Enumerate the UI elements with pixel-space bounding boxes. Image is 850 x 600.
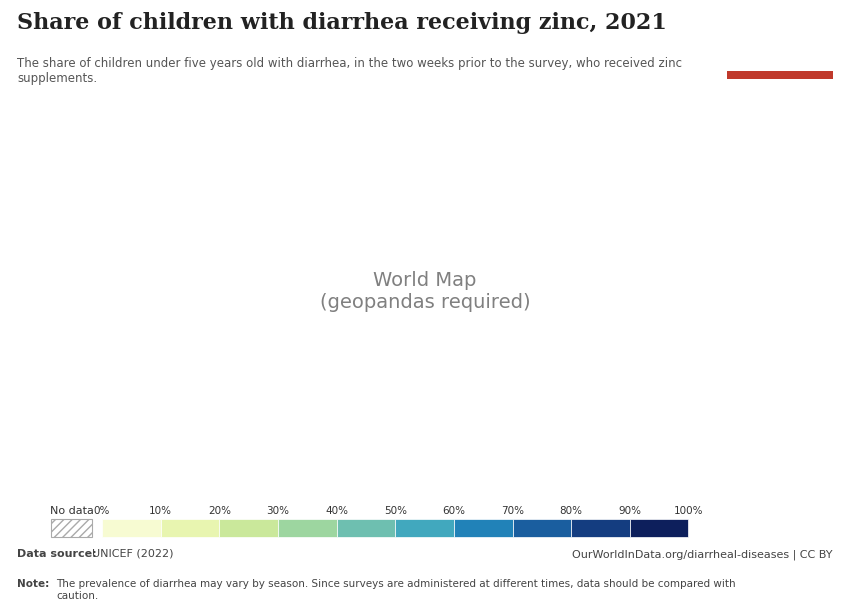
Text: Our World: Our World xyxy=(748,31,812,41)
Text: Note:: Note: xyxy=(17,579,49,589)
Bar xyxy=(727,71,833,79)
Bar xyxy=(571,519,630,537)
Bar xyxy=(51,519,93,537)
Bar xyxy=(630,519,689,537)
Bar xyxy=(102,519,161,537)
Bar xyxy=(395,519,454,537)
Text: The prevalence of diarrhea may vary by season. Since surveys are administered at: The prevalence of diarrhea may vary by s… xyxy=(56,579,736,600)
Bar xyxy=(278,519,337,537)
Bar xyxy=(161,519,219,537)
Text: 40%: 40% xyxy=(325,506,348,516)
Text: 30%: 30% xyxy=(266,506,290,516)
Text: The share of children under five years old with diarrhea, in the two weeks prior: The share of children under five years o… xyxy=(17,57,682,85)
Bar xyxy=(513,519,571,537)
Text: No data: No data xyxy=(50,506,94,516)
Text: 10%: 10% xyxy=(149,506,173,516)
Text: OurWorldInData.org/diarrheal-diseases | CC BY: OurWorldInData.org/diarrheal-diseases | … xyxy=(573,549,833,559)
Text: 80%: 80% xyxy=(559,506,583,516)
Text: 90%: 90% xyxy=(618,506,642,516)
Text: UNICEF (2022): UNICEF (2022) xyxy=(92,549,173,559)
Text: 100%: 100% xyxy=(674,506,703,516)
Bar xyxy=(219,519,278,537)
Bar xyxy=(337,519,395,537)
Text: Share of children with diarrhea receiving zinc, 2021: Share of children with diarrhea receivin… xyxy=(17,12,667,34)
Text: 70%: 70% xyxy=(501,506,524,516)
Text: 50%: 50% xyxy=(383,506,407,516)
Text: 20%: 20% xyxy=(207,506,231,516)
Text: in Data: in Data xyxy=(757,48,802,58)
Bar xyxy=(454,519,513,537)
Text: Data source:: Data source: xyxy=(17,549,97,559)
Text: World Map
(geopandas required): World Map (geopandas required) xyxy=(320,271,530,311)
Text: 0%: 0% xyxy=(94,506,110,516)
Text: 60%: 60% xyxy=(442,506,466,516)
